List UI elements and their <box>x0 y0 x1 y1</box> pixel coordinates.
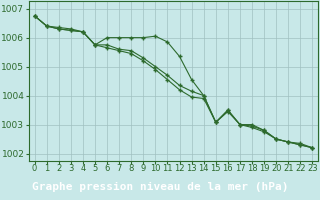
Text: Graphe pression niveau de la mer (hPa): Graphe pression niveau de la mer (hPa) <box>32 182 288 192</box>
